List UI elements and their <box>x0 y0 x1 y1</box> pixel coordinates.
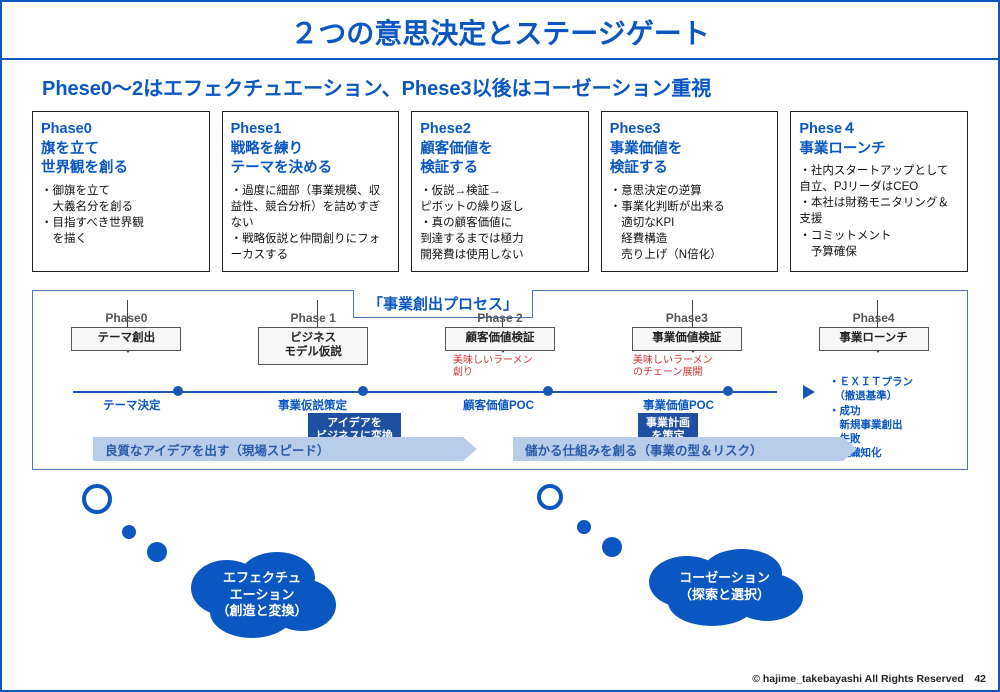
cloud-effectuation: エフェクチュ エーション （創造と変換） <box>182 550 342 640</box>
phase-body: ・仮説→検証→ ピボットの繰り返し ・真の顧客価値に 到達するまでは極力 開発費… <box>420 183 580 263</box>
page-title: ２つの意思決定とステージゲート <box>2 12 998 52</box>
proc-col-0: Phase0 テーマ創出 <box>33 311 220 365</box>
phase-cards-row: Phase0 旗を立て 世界観を創る ・御旗を立て 大義名分を創る ・目指すべき… <box>2 111 998 272</box>
timeline-arrowhead-icon <box>803 385 815 399</box>
col-box: テーマ創出 <box>71 327 181 351</box>
phase-title: Phese４ 事業ローンチ <box>799 120 959 159</box>
process-container: 「事業創出プロセス」 Phase0 テーマ創出 Phase 1 ビジネス モデル… <box>32 290 968 470</box>
phase-title: Phase0 旗を立て 世界観を創る <box>41 120 201 179</box>
big-arrow-right: 儲かる仕組みを創る（事業の型＆リスク） <box>513 437 843 461</box>
col-box: ビジネス モデル仮説 <box>258 327 368 365</box>
bubble-icon <box>122 525 136 539</box>
big-arrow-left: 良質なアイデアを出す（現場スピード） <box>93 437 463 461</box>
col-label: Phase 1 <box>220 311 407 325</box>
phase-card-2: Phese2 顧客価値を 検証する ・仮説→検証→ ピボットの繰り返し ・真の顧… <box>411 111 589 272</box>
cloud-label: エフェクチュ エーション （創造と変換） <box>216 570 307 621</box>
bubble-icon <box>577 520 591 534</box>
subtitle: Phese0～2はエフェクチュエーション、Phese3以後はコーゼーション重視 <box>2 60 998 111</box>
phase-card-3: Phese3 事業価値を 検証する ・意思決定の逆算 ・事業化判断が出来る 適切… <box>601 111 779 272</box>
thought-ring-icon <box>537 484 563 510</box>
phase-title: Phese3 事業価値を 検証する <box>610 120 770 179</box>
footer-copyright: © hajime_takebayashi All Rights Reserved… <box>752 671 986 686</box>
phase-title: Phese1 戦略を練り テーマを決める <box>231 120 391 179</box>
bubble-icon <box>602 537 622 557</box>
phase-card-0: Phase0 旗を立て 世界観を創る ・御旗を立て 大義名分を創る ・目指すべき… <box>32 111 210 272</box>
thought-ring-icon <box>82 484 112 514</box>
col-box: 事業ローンチ <box>819 327 929 351</box>
step-label: 顧客価値POC <box>463 397 534 413</box>
timeline-dot <box>358 386 368 396</box>
step-label: テーマ決定 <box>103 397 161 413</box>
big-arrow-label: 儲かる仕組みを創る（事業の型＆リスク） <box>525 440 763 459</box>
col-label: Phase4 <box>780 311 967 325</box>
col-label: Phase0 <box>33 311 220 325</box>
phase-card-1: Phese1 戦略を練り テーマを決める ・過度に細部（事業規模、収益性、競合分… <box>222 111 400 272</box>
blue-timeline: テーマ決定 事業仮説策定 顧客価値POC 事業価値POC <box>43 391 957 393</box>
step-label: 事業仮説策定 <box>278 397 347 413</box>
phase-body: ・過度に細部（事業規模、収益性、競合分析）を詰めすぎない ・戦略仮説と仲間創りに… <box>231 183 391 263</box>
red-note-1: 美味しいラーメン のチェーン展開 <box>633 355 713 378</box>
timeline-dot <box>173 386 183 396</box>
col-box: 顧客価値検証 <box>445 327 555 351</box>
proc-col-4: Phase4 事業ローンチ <box>780 311 967 365</box>
timeline-dot <box>723 386 733 396</box>
red-note-0: 美味しいラーメン 創り <box>453 355 533 378</box>
title-bar: ２つの意思決定とステージゲート <box>2 2 998 60</box>
col-box: 事業価値検証 <box>632 327 742 351</box>
phase-body: ・社内スタートアップとして自立、PJリーダはCEO ・本社は財務モニタリング＆支… <box>799 163 959 260</box>
phase-body: ・意思決定の逆算 ・事業化判断が出来る 適切なKPI 経費構造 売り上げ（N倍化… <box>610 183 770 263</box>
step-label: 事業価値POC <box>643 397 714 413</box>
proc-col-1: Phase 1 ビジネス モデル仮説 <box>220 311 407 365</box>
big-arrow-label: 良質なアイデアを出す（現場スピード） <box>105 440 329 459</box>
phase-title: Phese2 顧客価値を 検証する <box>420 120 580 179</box>
phase-body: ・御旗を立て 大義名分を創る ・目指すべき世界観 を描く <box>41 183 201 247</box>
cloud-label: コーゼーション （探索と選択） <box>679 570 770 604</box>
timeline-dot <box>543 386 553 396</box>
col-label: Phase3 <box>593 311 780 325</box>
bubble-icon <box>147 542 167 562</box>
phase-card-4: Phese４ 事業ローンチ ・社内スタートアップとして自立、PJリーダはCEO … <box>790 111 968 272</box>
col-label: Phase 2 <box>407 311 594 325</box>
cloud-causation: コーゼーション （探索と選択） <box>637 547 812 627</box>
